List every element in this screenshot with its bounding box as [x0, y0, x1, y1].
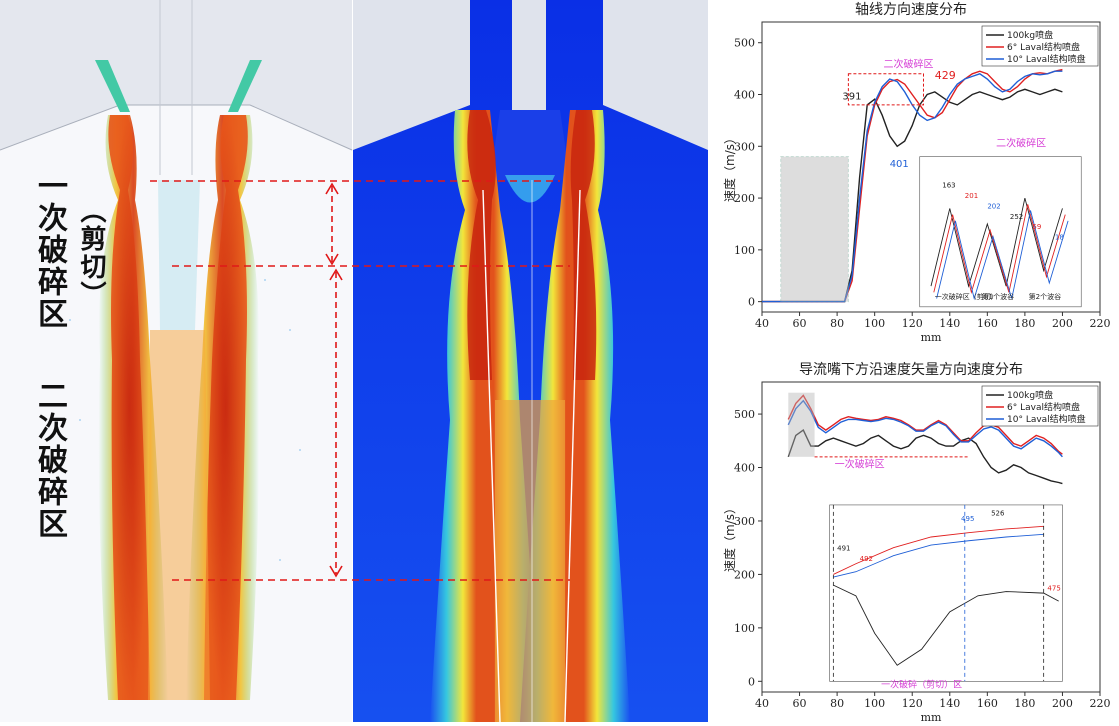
- x-tick-label: 40: [755, 697, 769, 710]
- y-tick-label: 400: [734, 462, 755, 475]
- x-axis-label: mm: [921, 711, 942, 722]
- y-tick-label: 200: [734, 568, 755, 581]
- legend-entry: 100kg喷盘: [1007, 29, 1053, 41]
- series-line-3: [762, 70, 1063, 303]
- inset-value: 475: [1047, 584, 1060, 592]
- x-tick-label: 220: [1090, 317, 1111, 330]
- inset-series-1: [930, 197, 1063, 288]
- chart-title: 轴线方向速度分布: [855, 2, 967, 18]
- x-tick-label: 60: [793, 317, 807, 330]
- x-tick-label: 200: [1052, 697, 1073, 710]
- y-tick-label: 0: [748, 675, 755, 688]
- inset-label: 一次破碎区（剪切）: [935, 292, 998, 301]
- vector-velocity-chart: 40 60 80 100 120 140 160 180 200 220 0 100 200 300 400…: [722, 362, 1111, 724]
- inset-series-2: [933, 204, 1066, 295]
- x-tick-label: 120: [902, 317, 923, 330]
- inset-value: 492: [860, 555, 873, 563]
- x-tick-label: 80: [830, 317, 844, 330]
- secondary-zone-label: 二次破碎区: [32, 380, 67, 540]
- nozzle-body: [0, 0, 352, 150]
- inset-value: 59: [1032, 223, 1041, 231]
- inset-title: 二次破碎区: [996, 136, 1046, 149]
- valley-label-blue: 401: [890, 159, 909, 170]
- x-tick-label: 140: [939, 317, 960, 330]
- primary-region-label: 一次破碎区: [835, 458, 885, 471]
- x-tick-label: 160: [977, 697, 998, 710]
- contour-panel: [353, 0, 708, 723]
- y-tick-label: 200: [734, 192, 755, 205]
- inset-label: 第2个波谷: [1029, 292, 1061, 301]
- y-tick-label: 300: [734, 515, 755, 528]
- vector-field-panel: [0, 0, 353, 722]
- series-line-1: [762, 88, 1063, 303]
- inset-value: 491: [837, 544, 850, 552]
- primary-zone-line3: 破碎区: [32, 234, 67, 330]
- y-tick-label: 400: [734, 89, 755, 102]
- peak-label-red: 429: [935, 69, 956, 82]
- inset-value: 163: [942, 182, 955, 190]
- peak-label-black: 391: [842, 92, 861, 103]
- primary-region-shade: [780, 156, 849, 303]
- zone-markers: [150, 180, 570, 581]
- legend-entry: 10° Laval结构喷盘: [1007, 413, 1086, 425]
- legend-entry: 10° Laval结构喷盘: [1007, 53, 1086, 65]
- inset-series-1: [833, 584, 1059, 666]
- y-axis-label: 速度（m/s）: [722, 132, 737, 202]
- x-tick-label: 100: [864, 317, 885, 330]
- secondary-region-box: [847, 73, 924, 106]
- primary-zone-line1: 一次: [32, 170, 67, 234]
- inset-frame: [919, 156, 1082, 308]
- inset-value: 526: [991, 510, 1005, 518]
- inset-value: 201: [965, 192, 978, 200]
- y-tick-label: 500: [734, 408, 755, 421]
- y-tick-label: 100: [734, 622, 755, 635]
- x-tick-label: 40: [755, 317, 769, 330]
- inset-series-2: [833, 525, 1044, 575]
- legend-entry: 6° Laval结构喷盘: [1007, 401, 1080, 413]
- inset-value: 495: [961, 515, 974, 523]
- inset-value: 252: [1010, 213, 1023, 221]
- x-tick-label: 180: [1014, 697, 1035, 710]
- inset-series-3: [936, 210, 1069, 301]
- y-tick-label: 100: [734, 244, 755, 257]
- primary-zone-label: 一次破碎区: [26, 170, 67, 330]
- primary-zone-sub: （剪切）: [76, 197, 106, 309]
- primary-region-shade: [788, 392, 815, 457]
- x-tick-label: 160: [977, 317, 998, 330]
- inset-title: 一次破碎（剪切）区: [881, 679, 962, 691]
- y-tick-label: 0: [748, 296, 755, 309]
- y-tick-label: 300: [734, 140, 755, 153]
- x-tick-label: 60: [793, 697, 807, 710]
- inset-value: 202: [987, 202, 1000, 210]
- x-tick-label: 200: [1052, 317, 1073, 330]
- series-line-1: [787, 429, 1063, 485]
- x-tick-label: 120: [902, 697, 923, 710]
- x-tick-label: 180: [1014, 317, 1035, 330]
- x-tick-label: 220: [1090, 697, 1111, 710]
- y-axis-label: 速度（m/s）: [722, 502, 737, 572]
- inset-label: 第1个波谷: [982, 292, 1014, 301]
- x-axis-label: mm: [921, 331, 942, 344]
- x-tick-label: 100: [864, 697, 885, 710]
- chart-title: 导流嘴下方沿速度矢量方向速度分布: [799, 362, 1023, 378]
- x-tick-label: 80: [830, 697, 844, 710]
- legend-entry: 6° Laval结构喷盘: [1007, 41, 1080, 53]
- inset-value: 18: [1055, 234, 1064, 242]
- inset-series-3: [833, 533, 1044, 578]
- secondary-region-label: 二次破碎区: [883, 58, 933, 71]
- inset-frame: [829, 504, 1063, 682]
- series-line-3: [787, 399, 1063, 458]
- x-tick-label: 140: [939, 697, 960, 710]
- legend-entry: 100kg喷盘: [1007, 389, 1053, 401]
- series-line-2: [787, 394, 1063, 455]
- y-tick-label: 500: [734, 37, 755, 50]
- axial-velocity-chart: 40 60 80 100 120 140 160 180 200 220 0 100 200 300 400…: [722, 2, 1111, 344]
